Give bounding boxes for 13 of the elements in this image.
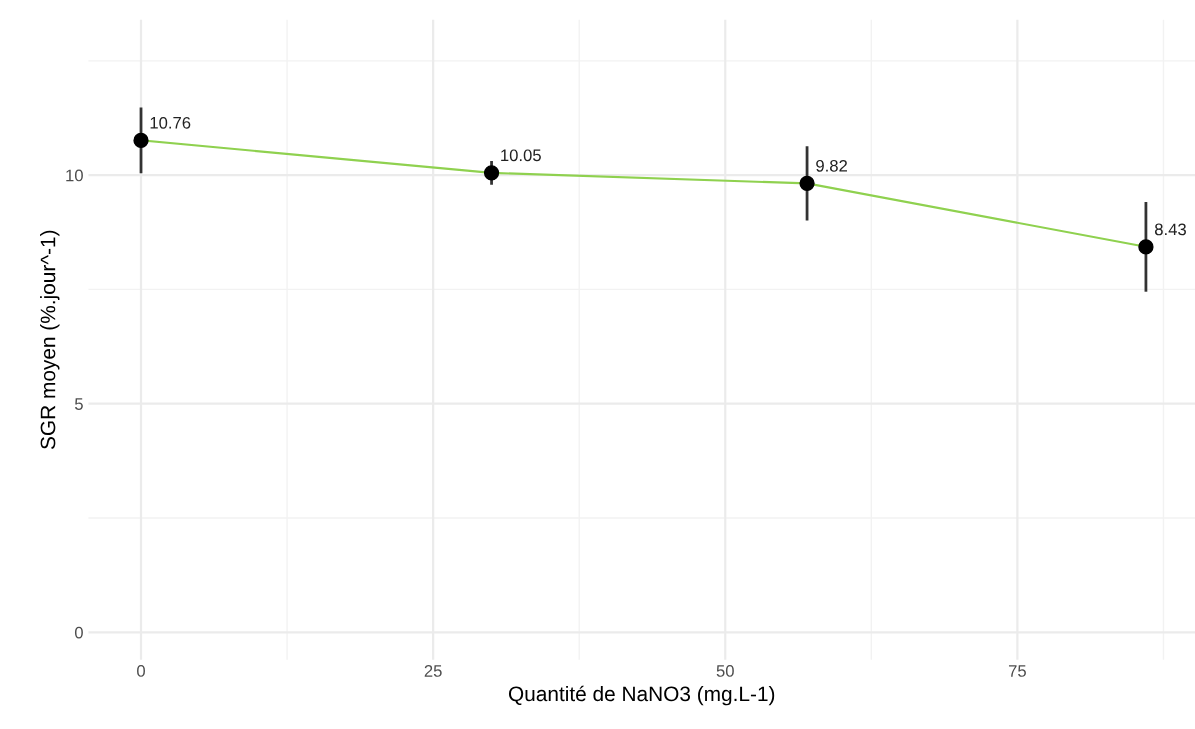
x-axis-title: Quantité de NaNO3 (mg.L-1) — [508, 685, 775, 706]
x-tick-label: 25 — [424, 665, 442, 677]
x-tick-label: 50 — [716, 665, 734, 677]
data-label: 10.76 — [150, 116, 191, 129]
data-label: 8.43 — [1154, 223, 1186, 236]
x-tick-label: 75 — [1008, 665, 1026, 677]
y-axis-title: SGR moyen (%.jour^-1) — [40, 230, 60, 449]
y-tick-label: 10 — [66, 169, 83, 182]
y-tick-label: 5 — [74, 398, 83, 410]
x-tick-label: 0 — [137, 665, 145, 677]
data-label: 10.05 — [501, 149, 541, 162]
y-tick-label: 0 — [74, 626, 83, 639]
data-label: 9.82 — [816, 159, 847, 172]
